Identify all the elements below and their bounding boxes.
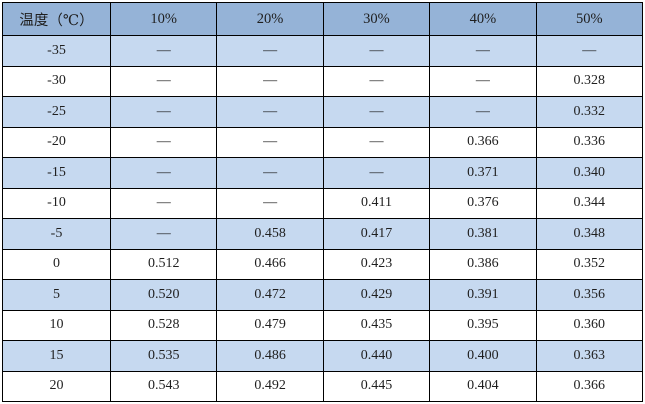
table-cell: 0.458 (216, 218, 324, 250)
table-cell: 0.340 (535, 157, 644, 189)
table-cell: 0.391 (429, 279, 537, 311)
table-row: 10 0.528 0.479 0.435 0.395 0.360 (2, 309, 644, 341)
table-cell: 0.395 (429, 309, 537, 341)
table-cell: — (216, 65, 324, 97)
table-cell: 0.366 (429, 126, 537, 158)
table-cell: 0.376 (429, 187, 537, 219)
table-cell: 0.445 (322, 370, 431, 402)
table-cell: — (109, 96, 218, 128)
table-row: 20 0.543 0.492 0.445 0.404 0.366 (2, 370, 644, 402)
table-row: 15 0.535 0.486 0.440 0.400 0.363 (2, 340, 644, 372)
table-cell: — (322, 157, 431, 189)
table-cell: — (429, 65, 537, 97)
humidity-column-header: 50% (535, 2, 644, 36)
table-cell: 0.386 (429, 248, 537, 280)
table-cell: — (535, 35, 644, 67)
table-cell: — (216, 157, 324, 189)
table-cell: 0.492 (216, 370, 324, 402)
table-cell: 0.486 (216, 340, 324, 372)
row-header-cell: 20 (2, 370, 111, 402)
table-cell: 0.435 (322, 309, 431, 341)
row-header-cell: -15 (2, 157, 111, 189)
table-cell: 0.535 (109, 340, 218, 372)
row-header-cell: -10 (2, 187, 111, 219)
table-cell: 0.543 (109, 370, 218, 402)
table-cell: — (322, 126, 431, 158)
table-cell: 0.528 (109, 309, 218, 341)
table-cell: 0.352 (535, 248, 644, 280)
table-cell: 0.328 (535, 65, 644, 97)
table-cell: 0.332 (535, 96, 644, 128)
humidity-column-header: 10% (109, 2, 218, 36)
table-cell: 0.381 (429, 218, 537, 250)
table-cell: — (109, 218, 218, 250)
table-cell: — (216, 126, 324, 158)
table-cell: 0.479 (216, 309, 324, 341)
header-row: 温度（℃） 10% 20% 30% 40% 50% (2, 2, 644, 36)
table-body: -35— — — — — -30— — — —0.328 -25— — — —0.332 -20— — —0.… (2, 35, 644, 402)
table-row: -15— — —0.371 0.340 (2, 157, 644, 189)
table-cell: 0.417 (322, 218, 431, 250)
table-header: 温度（℃） 10% 20% 30% 40% 50% (2, 2, 644, 36)
row-header-cell: -30 (2, 65, 111, 97)
table-row: 5 0.520 0.472 0.429 0.391 0.356 (2, 279, 644, 311)
table-cell: — (216, 35, 324, 67)
table-cell: — (216, 96, 324, 128)
table-cell: — (322, 65, 431, 97)
table-row: -25— — — —0.332 (2, 96, 644, 128)
row-header-cell: -25 (2, 96, 111, 128)
table-cell: — (322, 96, 431, 128)
table-cell: 0.466 (216, 248, 324, 280)
table-cell: 0.336 (535, 126, 644, 158)
table-cell: 0.356 (535, 279, 644, 311)
table-cell: 0.400 (429, 340, 537, 372)
table-cell: 0.512 (109, 248, 218, 280)
temperature-column-header: 温度（℃） (2, 2, 111, 36)
row-header-cell: -5 (2, 218, 111, 250)
table-row: -35— — — — — (2, 35, 644, 67)
table-cell: — (216, 187, 324, 219)
row-header-cell: 15 (2, 340, 111, 372)
table-cell: 0.344 (535, 187, 644, 219)
humidity-column-header: 30% (322, 2, 431, 36)
table-cell: — (109, 187, 218, 219)
table-row: 0 0.512 0.466 0.423 0.386 0.352 (2, 248, 644, 280)
table-row: -10— —0.411 0.376 0.344 (2, 187, 644, 219)
table-cell: — (429, 96, 537, 128)
table-cell: — (322, 35, 431, 67)
table-row: -5—0.458 0.417 0.381 0.348 (2, 218, 644, 250)
table-row: -30— — — —0.328 (2, 65, 644, 97)
row-header-cell: -20 (2, 126, 111, 158)
table-cell: — (109, 157, 218, 189)
table-cell: 0.411 (322, 187, 431, 219)
table-cell: 0.366 (535, 370, 644, 402)
table-cell: 0.520 (109, 279, 218, 311)
row-header-cell: 0 (2, 248, 111, 280)
table-cell: 0.360 (535, 309, 644, 341)
table-cell: 0.429 (322, 279, 431, 311)
table-cell: 0.472 (216, 279, 324, 311)
table-cell: — (429, 35, 537, 67)
table-cell: 0.440 (322, 340, 431, 372)
humidity-column-header: 20% (216, 2, 324, 36)
table-cell: — (109, 126, 218, 158)
table-cell: 0.348 (535, 218, 644, 250)
row-header-cell: -35 (2, 35, 111, 67)
table-cell: — (109, 35, 218, 67)
humidity-column-header: 40% (429, 2, 537, 36)
table-cell: 0.363 (535, 340, 644, 372)
table-cell: 0.423 (322, 248, 431, 280)
row-header-cell: 10 (2, 309, 111, 341)
table-cell: 0.404 (429, 370, 537, 402)
table-cell: — (109, 65, 218, 97)
table-row: -20— — —0.366 0.336 (2, 126, 644, 158)
row-header-cell: 5 (2, 279, 111, 311)
table-cell: 0.371 (429, 157, 537, 189)
